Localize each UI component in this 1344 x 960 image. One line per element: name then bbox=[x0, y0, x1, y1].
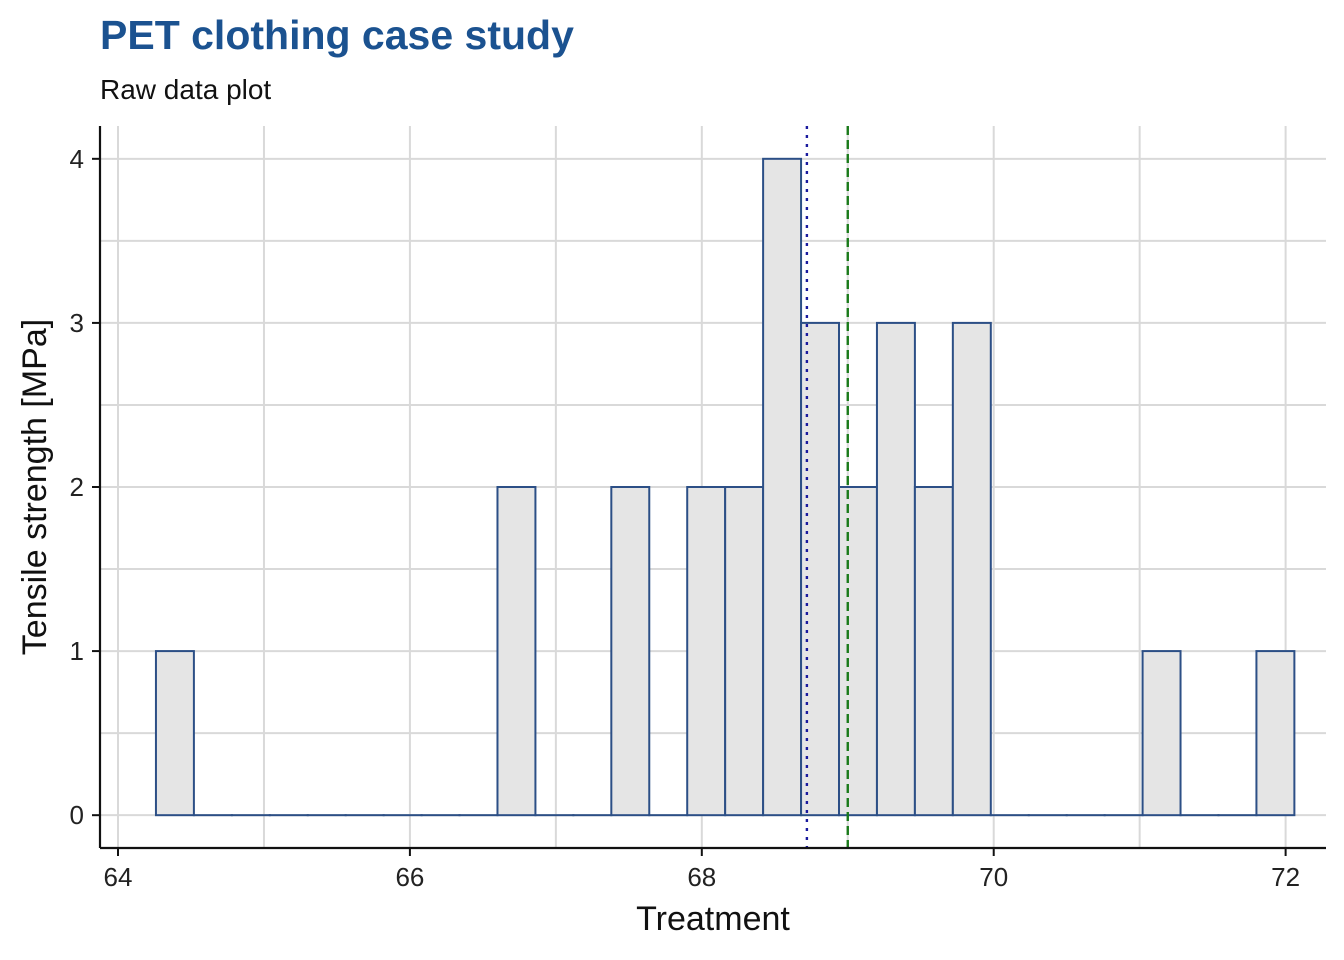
histogram-bar bbox=[951, 321, 992, 817]
reference-lines bbox=[805, 126, 849, 848]
histogram-bar bbox=[913, 486, 954, 817]
x-tick-label: 72 bbox=[1271, 862, 1300, 892]
x-tick-label: 70 bbox=[979, 862, 1008, 892]
histogram-bar bbox=[610, 486, 651, 817]
histogram-bar bbox=[875, 321, 916, 817]
histogram-bars bbox=[154, 157, 1296, 817]
x-tick-label: 66 bbox=[395, 862, 424, 892]
chart-title: PET clothing case study bbox=[100, 12, 574, 58]
y-tick-label: 2 bbox=[70, 472, 84, 502]
x-axis-title: Treatment bbox=[636, 900, 790, 938]
histogram-bar bbox=[1255, 650, 1296, 817]
histogram-bar bbox=[154, 650, 195, 817]
y-tick-label: 3 bbox=[70, 308, 84, 338]
y-tick-label: 0 bbox=[70, 800, 84, 830]
x-tick-label: 64 bbox=[104, 862, 133, 892]
x-tick-label: 68 bbox=[687, 862, 716, 892]
histogram-bar bbox=[838, 486, 878, 817]
histogram-bar bbox=[496, 486, 537, 817]
tick-labels: 64 66 68 70 72 0 1 2 3 4 bbox=[70, 144, 1301, 892]
y-tick-label: 1 bbox=[70, 636, 84, 666]
histogram-bar bbox=[686, 486, 727, 817]
chart-subtitle: Raw data plot bbox=[100, 74, 272, 105]
histogram-bar bbox=[724, 486, 765, 817]
y-axis-title: Tensile strength [MPa] bbox=[16, 319, 54, 655]
histogram-bar bbox=[1141, 650, 1182, 817]
histogram-bar bbox=[762, 157, 803, 817]
y-tick-label: 4 bbox=[70, 144, 84, 174]
